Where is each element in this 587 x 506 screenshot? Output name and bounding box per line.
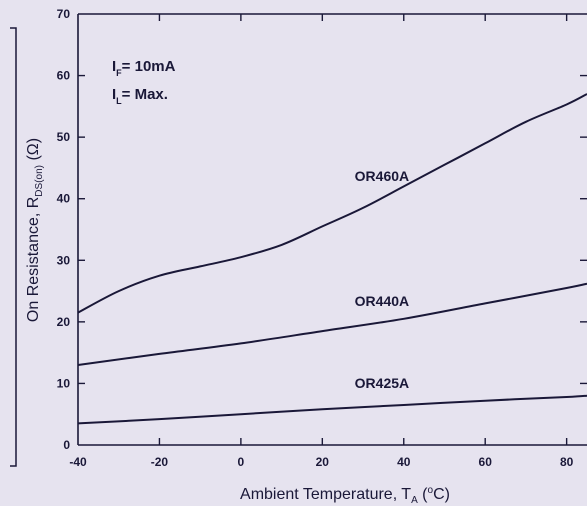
axes: [77, 13, 587, 446]
series-label-or440a: OR440A: [355, 293, 409, 309]
y-tick-label: 60: [57, 69, 71, 83]
condition-il: IL= Max.: [112, 86, 168, 106]
x-tick-label: 60: [479, 455, 493, 469]
series-labels: OR460A OR440A OR425A: [355, 168, 409, 391]
y-axis-title: On Resistance, RDS(on) (Ω): [25, 138, 45, 322]
y-tick-label: 0: [63, 438, 70, 452]
y-tick-label: 20: [57, 315, 71, 329]
ticks: 0 10 20 30 40 50 60 70 -40 -20 0 20 40 60 80: [57, 7, 587, 469]
y-tick-label: 30: [57, 253, 71, 267]
x-tick-label: 80: [560, 455, 574, 469]
y-tick-label: 10: [57, 376, 71, 390]
series: [77, 93, 587, 425]
series-label-or460a: OR460A: [355, 168, 409, 184]
y-tick-label: 50: [57, 130, 71, 144]
series-line-or425a: [77, 394, 587, 425]
y-tick-label: 40: [57, 192, 71, 206]
x-tick-label: -20: [151, 455, 169, 469]
series-line-or440a: [77, 282, 587, 366]
series-line-or460a: [77, 93, 587, 314]
page-bracket: [10, 27, 17, 467]
series-label-or425a: OR425A: [355, 375, 409, 391]
x-tick-label: 20: [316, 455, 330, 469]
y-tick-label: 70: [57, 7, 71, 21]
x-tick-label: 0: [238, 455, 245, 469]
condition-if: IF= 10mA: [112, 58, 176, 78]
x-tick-label: 40: [397, 455, 411, 469]
x-tick-label: -40: [69, 455, 87, 469]
x-axis-title: Ambient Temperature, TA (oC): [240, 485, 450, 506]
